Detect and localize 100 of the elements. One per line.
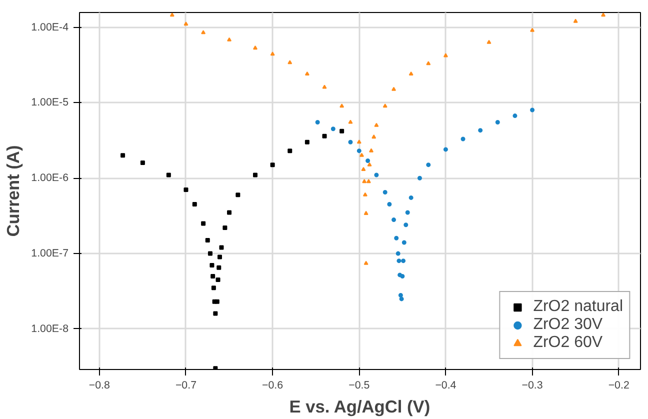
point: [288, 148, 292, 154]
point: [184, 22, 188, 26]
point: [374, 122, 379, 127]
point: [340, 104, 344, 108]
point: [213, 366, 218, 370]
point: [396, 251, 400, 256]
y-tick-label: 1.00E-7: [31, 248, 69, 260]
point: [304, 72, 310, 76]
y-tick-label: 1.00E-6: [31, 172, 69, 184]
point: [460, 136, 466, 142]
point: [213, 311, 218, 316]
point: [216, 277, 220, 282]
point: [236, 192, 240, 198]
point: [396, 258, 402, 264]
point: [120, 153, 126, 158]
point: [443, 53, 448, 58]
point: [530, 108, 535, 112]
point: [408, 72, 414, 76]
point: [367, 162, 372, 166]
x-tick-label: −0.4: [435, 380, 456, 392]
point: [166, 172, 171, 178]
point: [219, 245, 224, 250]
point: [405, 210, 410, 215]
x-axis-title: E vs. Ag/AgCl (V): [289, 396, 430, 416]
point: [216, 265, 222, 270]
y-tick-label: 1.00E-4: [31, 21, 69, 34]
point: [362, 192, 368, 196]
point: [366, 179, 371, 184]
point: [252, 172, 258, 178]
point: [340, 128, 344, 134]
point: [372, 134, 376, 139]
point: [210, 274, 216, 278]
point: [361, 167, 366, 172]
point: [394, 236, 399, 240]
x-tick-label: −0.3: [522, 380, 543, 392]
point: [222, 225, 228, 230]
point: [387, 202, 392, 207]
y-tick-label: 1.00E-8: [31, 322, 69, 335]
point: [399, 296, 404, 302]
point: [330, 126, 336, 132]
legend-label: ZrO2 60V: [533, 334, 603, 352]
point: [322, 134, 327, 138]
point: [227, 210, 232, 215]
point: [184, 188, 188, 192]
point: [382, 104, 388, 108]
point: [201, 221, 206, 226]
point: [210, 262, 214, 268]
x-tick-label: −0.6: [262, 380, 284, 392]
point: [478, 128, 483, 133]
point: [211, 286, 216, 290]
point: [530, 28, 535, 32]
point: [322, 84, 327, 89]
y-tick-label: 1.00E-5: [31, 96, 69, 109]
point: [315, 120, 320, 125]
point: [402, 240, 406, 245]
point: [270, 52, 275, 56]
x-tick-label: −0.5: [348, 380, 370, 392]
point: [288, 60, 292, 64]
point: [252, 46, 258, 50]
point: [364, 210, 368, 215]
point: [426, 162, 431, 168]
point: [201, 30, 206, 34]
point: [356, 148, 362, 154]
point: [374, 172, 379, 178]
point: [392, 86, 396, 91]
legend-label: ZrO2 natural: [533, 298, 623, 316]
point: [348, 120, 353, 124]
point: [205, 238, 210, 243]
point: [512, 114, 518, 118]
point: [270, 162, 275, 168]
point: [408, 195, 414, 200]
point: [356, 140, 362, 144]
x-tick-label: −0.2: [608, 380, 630, 392]
point: [404, 222, 408, 228]
point: [214, 299, 220, 304]
point: [359, 152, 364, 157]
x-tick-label: −0.8: [88, 380, 110, 392]
point: [400, 274, 405, 278]
point: [398, 292, 403, 298]
point: [348, 140, 353, 144]
point: [304, 140, 310, 144]
point: [495, 120, 500, 125]
point: [208, 251, 212, 256]
point: [369, 148, 374, 152]
point: [227, 37, 232, 42]
point: [426, 61, 431, 66]
y-axis-title: Current (A): [3, 145, 24, 237]
point: [392, 218, 396, 222]
point: [192, 202, 197, 207]
point: [366, 158, 370, 163]
point: [140, 160, 145, 165]
point: [401, 258, 406, 264]
point: [382, 190, 388, 194]
x-tick-label: −0.7: [175, 380, 197, 392]
point: [573, 18, 578, 23]
point: [486, 40, 492, 44]
point: [218, 254, 222, 260]
point: [601, 12, 606, 17]
point: [170, 12, 174, 17]
point: [364, 260, 368, 265]
